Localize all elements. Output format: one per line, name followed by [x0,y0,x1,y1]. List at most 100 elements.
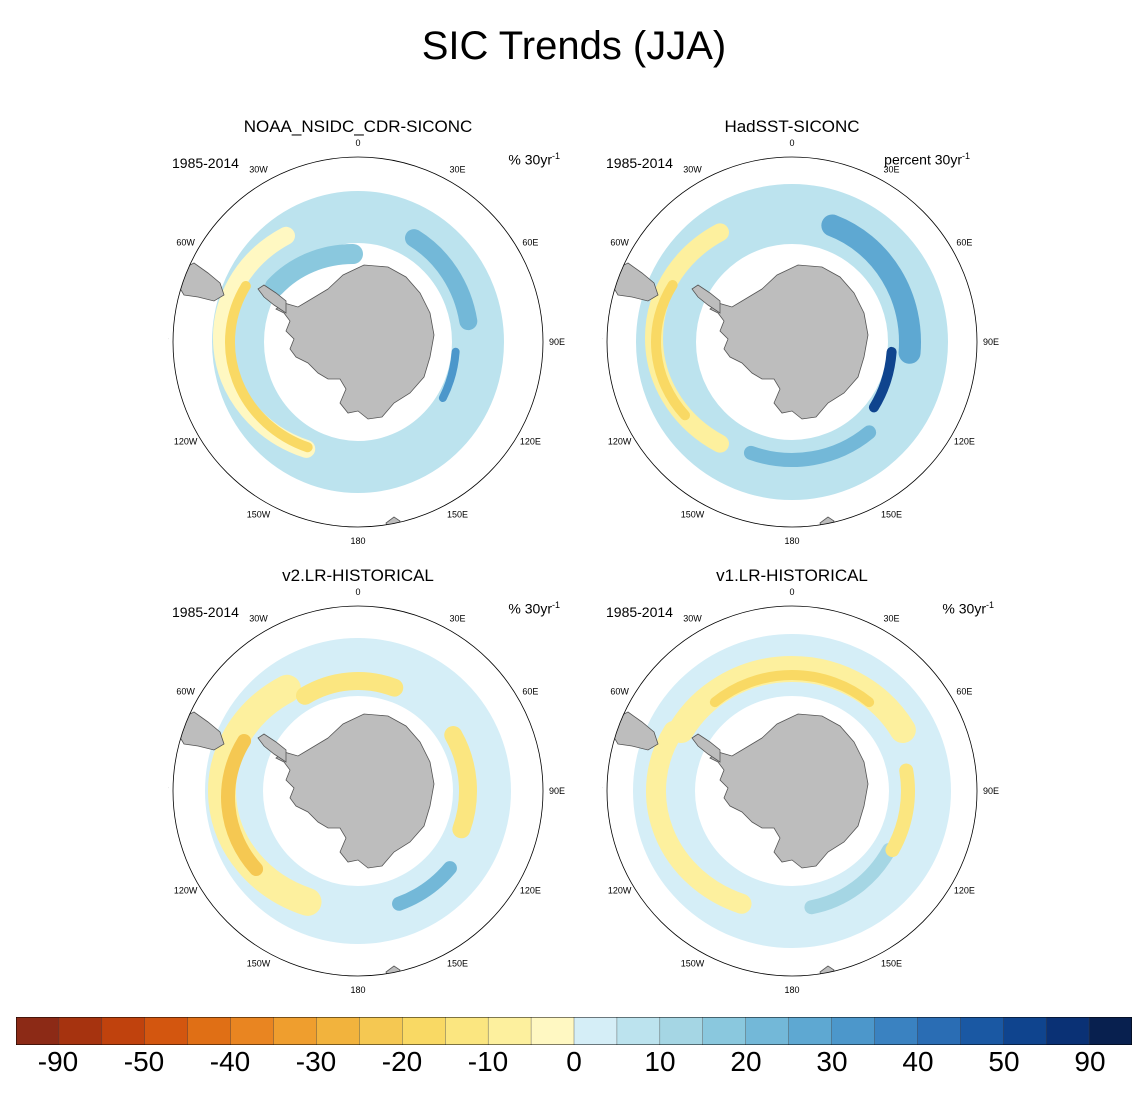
polar-map: 0 30E 60E 90E 120E 150E 180 150W 120W 90W 60W 30W [168,138,565,546]
longitude-label: 120W [608,886,632,896]
peninsula-land [257,284,287,314]
longitude-label: 120W [608,437,632,447]
longitude-label: 60W [610,687,629,697]
longitude-label: 60W [610,238,629,248]
longitude-label: 150E [881,958,902,968]
peninsula-land [691,284,721,314]
south-america-land [611,711,659,751]
colorbar-tick-label: 30 [816,1046,848,1077]
longitude-label: 60W [176,238,195,248]
units-label: percent 30yr-1 [884,151,970,168]
trend-band [438,347,460,402]
trend-band [221,734,264,876]
trend-band [709,670,875,708]
colorbar-tick-label: -50 [123,1046,165,1077]
polar-map: 0 30E 60E 90E 120E 150E 180 150W 120W 90W 60W 30W [602,138,999,546]
longitude-label: 30W [249,165,268,175]
colorbar-tick-label: 10 [644,1046,676,1077]
trend-band [264,244,363,297]
longitude-label: 90E [549,786,565,796]
longitude-label: 90W [602,786,603,796]
units-label: % 30yr-1 [942,600,994,617]
peninsula-land [691,733,721,763]
period-label: 1985-2014 [172,155,239,171]
longitude-label: 30W [683,165,702,175]
colorbar-swatch [273,1017,318,1045]
colorbar-swatch [573,1017,618,1045]
panel-title: v1.LR-HISTORICAL [716,566,868,585]
panel-title: HadSST-SICONC [724,117,860,136]
colorbar-tick-label: -20 [381,1046,423,1077]
colorbar-tick-label: 40 [902,1046,934,1077]
longitude-label: 60W [176,687,195,697]
longitude-label: 150W [247,958,271,968]
trend-field [177,191,505,527]
colorbar-swatch [874,1017,919,1045]
longitude-label: 120W [174,437,198,447]
map-boundary [606,156,978,528]
colorbar-swatch [445,1017,489,1045]
trend-field [611,184,949,527]
longitude-label: 120E [954,437,975,447]
longitude-label: 30W [249,614,268,624]
colorbar-swatch [58,1017,103,1045]
south-america-land [611,262,659,302]
trend-field [177,638,512,976]
trend-band [821,214,921,364]
longitude-label: 0 [789,587,794,597]
trend-band [804,843,896,915]
panel-title: NOAA_NSIDC_CDR-SICONC [243,117,473,136]
colorbar-swatch [917,1017,962,1045]
colorbar-swatch [359,1017,404,1045]
longitude-label: 180 [350,536,365,546]
longitude-label: 90E [549,337,565,347]
colorbar-swatch [101,1017,146,1045]
longitude-label: 150W [681,509,705,519]
longitude-label: 30W [683,614,702,624]
colorbar-tick-label: -30 [295,1046,337,1077]
colorbar-swatch [1088,1017,1132,1045]
longitude-label: 150W [247,509,271,519]
longitude-label: 60E [522,687,538,697]
colorbar-tick-label: -10 [467,1046,509,1077]
antarctica-land [709,713,869,869]
colorbar-swatch [960,1017,1004,1045]
longitude-label: 120E [954,886,975,896]
longitude-label: 0 [355,587,360,597]
colorbar-swatch [1003,1017,1047,1045]
longitude-label: 30E [449,614,465,624]
period-label: 1985-2014 [172,604,239,620]
colorbar-swatch [1045,1017,1090,1045]
panel-title: v2.LR-HISTORICAL [282,566,434,585]
colorbar-swatch [16,1017,60,1045]
colorbar-swatch [831,1017,876,1045]
trend-band [668,656,916,743]
south-america-land [177,262,225,302]
colorbar-swatch [702,1017,747,1045]
figure-title: SIC Trends (JJA) [421,24,727,68]
colorbar [16,1017,1132,1045]
longitude-label: 30E [883,165,899,175]
longitude-label: 0 [789,138,794,148]
longitude-label: 150E [447,958,468,968]
colorbar-swatch [745,1017,790,1045]
longitude-label: 90W [602,337,603,347]
south-america-land [177,711,225,751]
longitude-label: 120E [520,886,541,896]
trend-band [743,425,877,467]
longitude-label: 60E [956,687,972,697]
trend-band [405,229,478,331]
units-label: % 30yr-1 [508,151,560,168]
colorbar-tick-label: -40 [209,1046,251,1077]
antarctica-land [275,264,435,420]
longitude-label: 90W [168,786,169,796]
trend-band [885,763,915,857]
longitude-label: 180 [784,536,799,546]
longitude-label: 120E [520,437,541,447]
longitude-label: 150E [881,509,902,519]
map-boundary [606,605,978,977]
colorbar-tick-label: 0 [566,1046,582,1077]
colorbar-swatch [144,1017,189,1045]
colorbar-swatch [402,1017,446,1045]
longitude-label: 90W [168,337,169,347]
